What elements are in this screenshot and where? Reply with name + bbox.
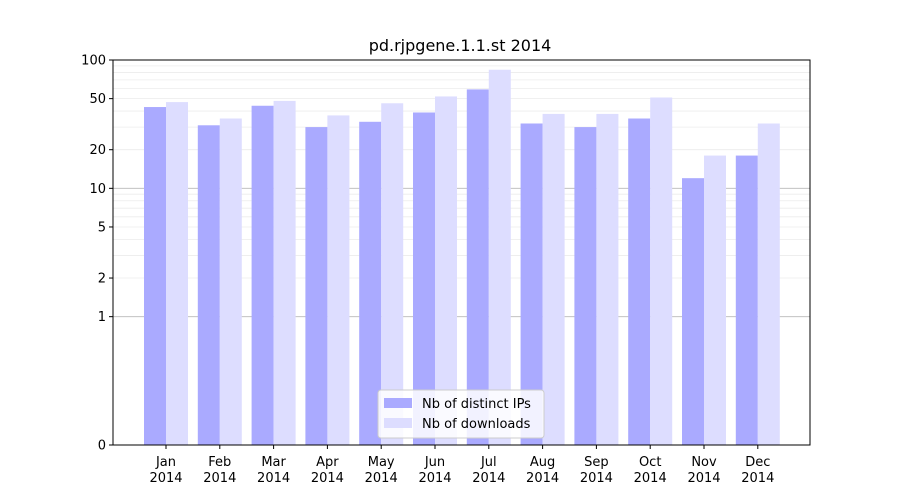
bar-downloads <box>273 100 296 445</box>
bar-downloads <box>327 115 350 445</box>
bar-downloads <box>757 123 780 446</box>
legend-box <box>377 389 545 439</box>
bar-distinct-ips <box>735 155 758 445</box>
x-tick-label: Apr 2014 <box>311 455 344 486</box>
y-tick-label: 1 <box>98 310 106 325</box>
x-tick-label: Jan 2014 <box>149 455 182 486</box>
x-tick-label: Mar 2014 <box>257 455 290 486</box>
axes <box>112 59 811 446</box>
bar-downloads <box>650 97 673 445</box>
y-tick-label: 20 <box>89 143 106 158</box>
bar-distinct-ips <box>413 112 435 445</box>
y-tick-label: 5 <box>98 220 106 235</box>
x-tick-label: Jul 2014 <box>472 455 505 486</box>
legend-swatch <box>384 418 412 428</box>
bar-distinct-ips <box>682 178 704 445</box>
chart-title: pd.rjpgene.1.1.st 2014 <box>369 36 552 55</box>
x-tick-label: Aug 2014 <box>526 455 559 486</box>
x-tick-label: Oct 2014 <box>634 455 667 486</box>
y-tick-label: 100 <box>81 54 106 69</box>
y-tick-label: 0 <box>98 439 106 454</box>
x-tick-label: May 2014 <box>365 455 398 486</box>
bar-downloads <box>542 113 565 446</box>
plot-frame <box>112 59 811 446</box>
bar-distinct-ips <box>520 123 543 446</box>
y-tick-label: 50 <box>89 92 106 107</box>
bar-downloads <box>166 102 188 445</box>
x-tick-label: Nov 2014 <box>687 455 720 486</box>
x-axis-ticks: Jan 2014 Feb 2014 Mar 2014 Apr 2014 May 2014 Jun 20… <box>149 445 774 486</box>
bar-distinct-ips <box>574 127 597 445</box>
y-tick-label: 2 <box>98 272 106 287</box>
bar-distinct-ips <box>359 121 382 445</box>
x-tick-label: Sep 2014 <box>580 455 613 486</box>
bar-distinct-ips <box>144 107 166 446</box>
bar-distinct-ips <box>466 89 489 446</box>
y-axis-ticks: 0 1 2 5 10 20 50 100 <box>81 54 113 454</box>
bars <box>144 69 780 446</box>
bar-distinct-ips <box>251 105 274 446</box>
legend-swatch <box>384 398 412 408</box>
legend: Nb of distinct IPs Nb of downloads <box>377 389 545 439</box>
bar-downloads <box>488 69 511 445</box>
x-tick-label: Feb 2014 <box>203 455 236 486</box>
y-tick-label: 10 <box>89 182 106 197</box>
legend-label: Nb of downloads <box>422 417 531 432</box>
bar-downloads <box>435 96 457 446</box>
bar-distinct-ips <box>305 127 328 445</box>
bar-downloads <box>596 113 619 446</box>
bar-downloads <box>219 118 242 446</box>
x-tick-label: Dec 2014 <box>741 455 774 486</box>
bar-downloads <box>704 155 726 445</box>
legend-label: Nb of distinct IPs <box>422 397 531 412</box>
bar-distinct-ips <box>628 118 651 446</box>
bar-downloads <box>381 103 404 445</box>
bar-distinct-ips <box>197 125 220 446</box>
x-tick-label: Jun 2014 <box>418 455 451 486</box>
